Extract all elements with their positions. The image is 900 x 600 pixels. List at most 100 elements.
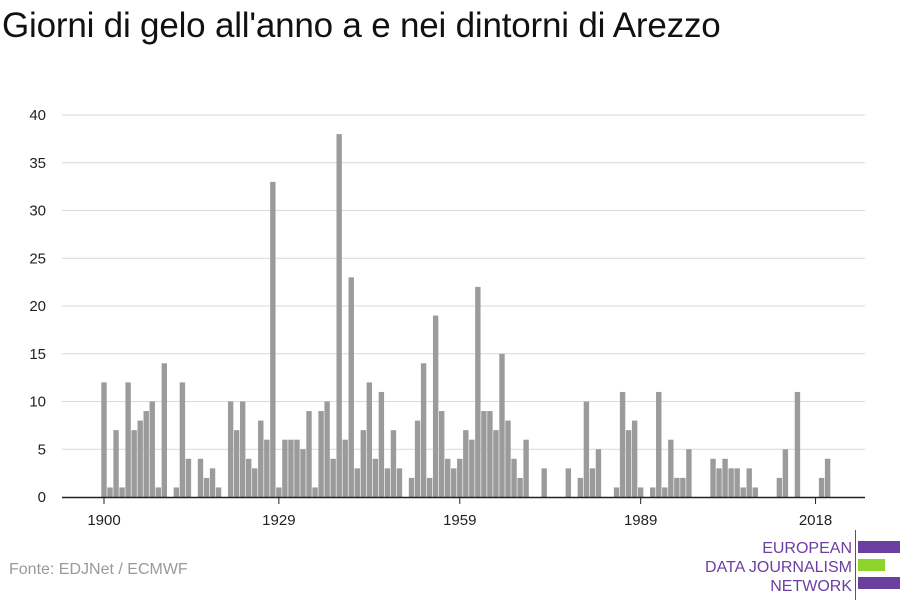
bar-1948 [390,430,397,497]
bar-1949 [396,468,403,497]
bar-1995 [674,477,680,497]
bar-1930 [282,439,288,497]
y-tick-label: 35 [29,155,46,172]
bar-1910 [161,363,167,497]
logo-stripe-purple-top [858,541,900,553]
bar-1921 [227,401,234,497]
y-tick-label: 30 [29,203,46,220]
bar-1973 [541,468,547,497]
bar-2005 [734,468,740,497]
bar-1907 [143,411,149,497]
bar-1934 [306,411,312,497]
bar-1946 [378,391,385,497]
bar-1958 [451,468,457,497]
bar-2020 [824,458,831,497]
y-tick-label: 20 [29,298,46,315]
bar-1968 [511,458,517,497]
bar-1902 [113,430,119,497]
bar-1912 [173,487,180,497]
bar-1957 [445,458,451,497]
bar-1964 [487,411,493,497]
bar-1935 [312,487,318,497]
bar-1916 [197,458,204,497]
bar-1917 [203,477,210,497]
bar-1947 [384,468,391,497]
bar-1967 [505,420,511,497]
bar-1996 [680,477,686,497]
bar-1988 [631,420,638,497]
x-tick-label: 2018 [799,512,832,529]
logo-stripe-green [858,559,885,571]
bar-1997 [686,449,692,497]
bar-1981 [589,468,596,497]
bar-1977 [565,468,572,497]
bar-1938 [330,458,336,497]
bar-2006 [740,487,746,497]
logo-divider [855,530,856,600]
gridlines [62,114,865,450]
bar-1953 [420,363,427,497]
y-tick-label: 10 [29,394,46,411]
source-note: Fonte: EDJNet / ECMWF [9,561,188,578]
bar-1900 [101,382,107,497]
bar-1966 [499,353,505,497]
bar-1963 [481,411,487,497]
chart-title: Giorni di gelo all'anno a e nei dintorni… [2,6,721,45]
y-tick-label: 5 [38,441,46,458]
bar-1913 [179,382,186,497]
bar-1908 [149,401,155,497]
bar-1991 [650,487,656,497]
bar-1985 [613,487,620,497]
bar-1906 [137,420,143,497]
bar-1941 [348,277,354,497]
bar-1919 [215,487,222,497]
bar-1993 [662,487,668,497]
x-tick-label: 1989 [624,512,657,529]
bar-1959 [457,458,463,497]
y-tick-label: 0 [38,489,46,506]
bar-2013 [782,449,789,497]
y-tick-label: 25 [29,250,46,267]
bar-2012 [776,477,783,497]
bar-1980 [583,401,590,497]
bar-2002 [716,468,722,497]
bar-1903 [119,487,125,497]
bar-1961 [469,439,475,497]
bar-1904 [125,382,131,497]
bar-1918 [209,468,216,497]
bar-1994 [668,439,674,497]
bar-1909 [155,487,161,497]
bar-1926 [258,420,264,497]
x-tick-label: 1929 [262,512,295,529]
bar-2004 [728,468,734,497]
bar-1952 [414,420,421,497]
bar-1969 [517,477,523,497]
y-axis-tick-labels: 0 5 10 15 20 25 30 35 40 [29,107,46,506]
bar-2008 [752,487,758,497]
bars [101,134,831,497]
edjnet-logo: EUROPEAN DATA JOURNALISM NETWORK [700,530,900,600]
x-axis: 1900 1929 1959 1989 2018 [62,496,865,529]
bar-1960 [463,430,469,497]
bar-1914 [185,458,192,497]
bar-1932 [294,439,300,497]
bar-1927 [264,439,270,497]
bar-1987 [625,430,632,497]
bar-1933 [300,449,306,497]
logo-text-line1: EUROPEAN [762,540,852,557]
bar-2007 [746,468,752,497]
bar-1928 [270,181,276,497]
bar-1962 [475,286,481,497]
x-tick-label: 1959 [443,512,476,529]
x-tick-label: 1900 [87,512,120,529]
bar-1970 [523,439,529,497]
bar-1924 [246,458,252,497]
bar-1925 [252,468,258,497]
bar-1955 [432,315,439,497]
bar-1901 [107,487,113,497]
bar-1905 [131,430,137,497]
bar-1951 [408,477,415,497]
bar-1943 [360,430,366,497]
bar-1944 [366,382,373,497]
